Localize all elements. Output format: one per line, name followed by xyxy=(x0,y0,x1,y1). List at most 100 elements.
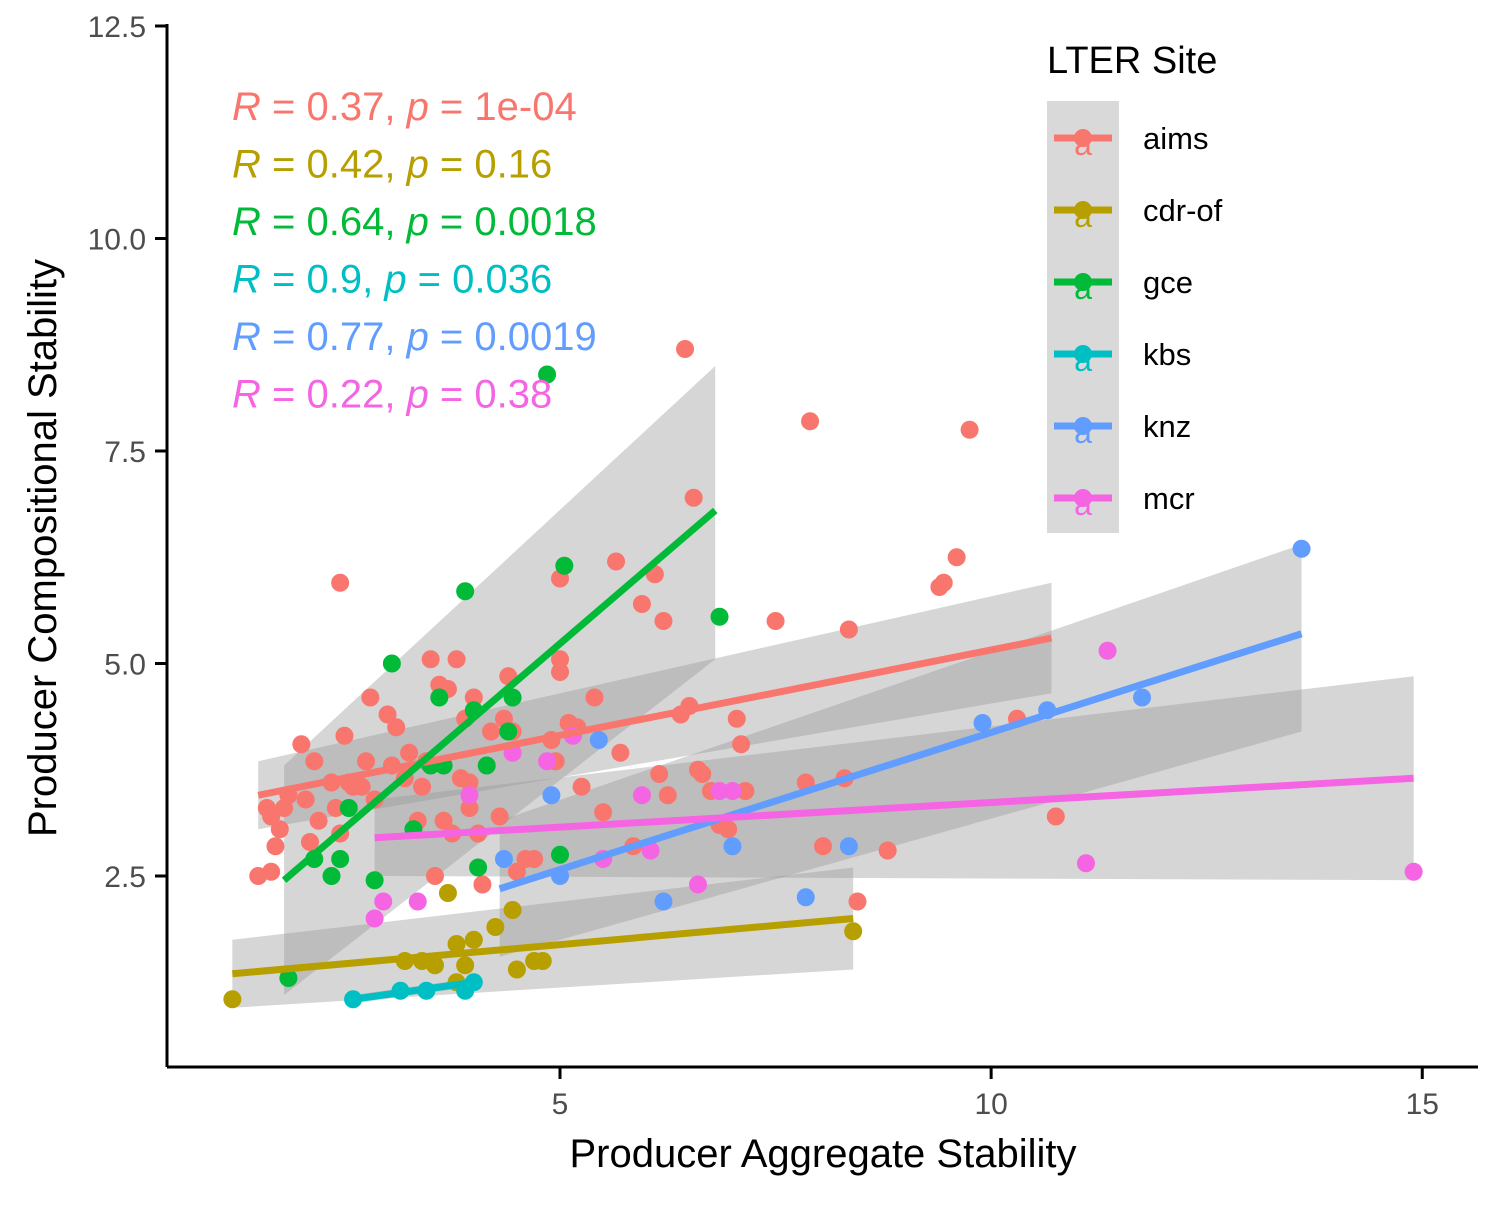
point-gce xyxy=(555,556,574,575)
point-aims xyxy=(947,548,966,567)
legend-key-point-mcr xyxy=(1074,489,1092,507)
point-aims xyxy=(766,612,785,630)
legend: LTER Site a aims a cdr-of a gce a kbs a knz a mcr xyxy=(1047,40,1223,533)
legend-label-mcr: mcr xyxy=(1143,481,1195,516)
point-cdr-of xyxy=(533,952,552,970)
fit-line-kbs xyxy=(352,978,475,1003)
point-aims xyxy=(309,811,328,830)
x-tick-label: 15 xyxy=(1406,1088,1439,1121)
point-knz xyxy=(973,714,992,732)
legend-title: LTER Site xyxy=(1047,40,1217,82)
point-cdr-of xyxy=(438,884,457,902)
point-knz xyxy=(1133,688,1152,707)
point-aims xyxy=(331,573,350,592)
point-aims xyxy=(262,862,281,881)
point-aims xyxy=(357,752,376,771)
ci-band-mcr xyxy=(374,676,1414,881)
x-tick-label: 5 xyxy=(552,1088,569,1121)
point-knz xyxy=(589,731,608,749)
point-cdr-of xyxy=(223,990,242,1009)
point-knz xyxy=(1292,539,1311,558)
point-aims xyxy=(848,892,867,911)
point-gce xyxy=(365,871,384,890)
point-aims xyxy=(447,650,466,669)
y-tick-label: 10.0 xyxy=(88,224,146,257)
x-axis-title: Producer Aggregate Stability xyxy=(570,1132,1077,1176)
point-mcr xyxy=(1098,641,1117,660)
legend-label-knz: knz xyxy=(1143,409,1191,444)
point-gce xyxy=(430,688,449,707)
point-aims xyxy=(572,777,591,796)
point-aims xyxy=(732,735,751,754)
point-mcr xyxy=(632,786,651,805)
point-aims xyxy=(878,841,897,860)
point-aims xyxy=(650,765,669,783)
point-cdr-of xyxy=(447,935,466,953)
point-aims xyxy=(300,833,319,851)
point-gce xyxy=(382,654,401,673)
point-gce xyxy=(322,867,341,885)
point-aims xyxy=(607,552,626,571)
point-aims xyxy=(934,573,953,592)
ticks: 5 10 15 2.5 5.0 7.5 10.0 12.5 xyxy=(88,11,1439,1121)
legend-label-gce: gce xyxy=(1143,265,1193,300)
y-tick-label: 2.5 xyxy=(104,861,146,894)
point-mcr xyxy=(365,909,384,928)
point-aims xyxy=(266,837,285,856)
point-aims xyxy=(525,850,544,868)
point-knz xyxy=(494,850,513,868)
point-knz xyxy=(654,892,673,911)
fit-line-knz xyxy=(498,630,1303,893)
point-mcr xyxy=(374,892,393,911)
fit-lines xyxy=(232,507,1414,1003)
point-aims xyxy=(482,722,501,741)
point-gce xyxy=(469,858,488,877)
y-tick-label: 12.5 xyxy=(88,11,146,44)
point-cdr-of xyxy=(844,922,863,941)
point-aims xyxy=(814,837,832,856)
point-aims xyxy=(1046,807,1065,826)
point-mcr xyxy=(641,841,660,860)
legend-key-glyph-knz: a xyxy=(1074,414,1092,450)
legend-key-point-kbs xyxy=(1074,345,1092,363)
legend-key-point-knz xyxy=(1074,417,1092,435)
stat-label-cdr-of: R = 0.42, p = 0.16 xyxy=(232,143,552,187)
point-knz xyxy=(542,786,561,805)
point-aims xyxy=(490,807,509,826)
point-aims xyxy=(434,811,453,830)
legend-key-glyph-mcr: a xyxy=(1074,486,1092,522)
point-gce xyxy=(279,969,298,987)
fit-line-cdr-of xyxy=(232,915,854,978)
point-aims xyxy=(654,612,673,630)
point-aims xyxy=(270,820,289,839)
point-aims xyxy=(960,420,979,439)
point-aims xyxy=(719,820,738,839)
point-aims xyxy=(693,765,712,783)
stat-label-gce: R = 0.64, p = 0.0018 xyxy=(232,200,597,244)
point-aims xyxy=(378,705,397,724)
fit-line-mcr xyxy=(374,774,1414,842)
point-aims xyxy=(611,743,630,762)
y-tick-label: 5.0 xyxy=(104,649,146,682)
point-aims xyxy=(464,688,483,707)
point-gce xyxy=(503,688,522,707)
point-aims xyxy=(839,620,858,639)
point-aims xyxy=(361,688,380,707)
legend-label-cdr-of: cdr-of xyxy=(1143,193,1223,228)
point-gce xyxy=(456,582,475,601)
x-tick-label: 10 xyxy=(974,1088,1007,1121)
point-knz xyxy=(723,837,742,856)
point-cdr-of xyxy=(456,956,475,975)
legend-key-glyph-kbs: a xyxy=(1074,342,1092,378)
stat-label-knz: R = 0.77, p = 0.0019 xyxy=(232,315,597,359)
point-gce xyxy=(538,365,557,384)
stat-label-aims: R = 0.37, p = 1e-04 xyxy=(232,85,577,129)
point-aims xyxy=(632,595,651,613)
point-aims xyxy=(413,777,432,796)
point-cdr-of xyxy=(503,901,522,919)
point-gce xyxy=(331,850,350,868)
point-aims xyxy=(400,743,419,762)
point-cdr-of xyxy=(464,930,483,949)
stat-label-mcr: R = 0.22, p = 0.38 xyxy=(232,373,552,417)
